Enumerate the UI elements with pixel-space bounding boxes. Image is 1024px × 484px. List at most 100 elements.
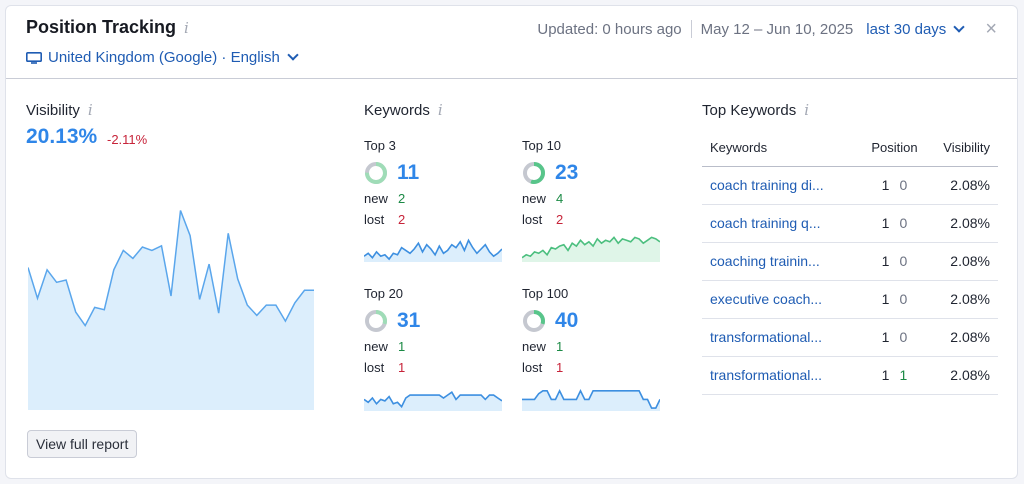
position-change: 0 — [899, 329, 908, 345]
keyword-link[interactable]: coach training q... — [702, 204, 864, 243]
locale-selector[interactable]: United Kingdom (Google) · English — [26, 49, 299, 66]
visibility-value: 20.13% — [26, 125, 98, 148]
kw-group-top10: Top 10 23 new 4 lost 2 — [522, 138, 662, 227]
table-header-row: Keywords Position Visibility — [702, 130, 998, 167]
visibility-area — [28, 210, 314, 410]
sparkline-line — [364, 391, 502, 409]
position-tracking-widget: Position Tracking i United Kingdom (Googl… — [5, 5, 1018, 479]
kw-count[interactable]: 23 — [555, 161, 579, 184]
updated-text: Updated: 0 hours ago — [537, 20, 682, 38]
top-keywords-title: Top Keywords i — [702, 101, 810, 119]
widget-header: Position Tracking i United Kingdom (Googl… — [6, 6, 1017, 79]
new-label: new — [522, 339, 546, 354]
kw-group-top100: Top 100 40 new 1 lost 1 — [522, 286, 662, 375]
position-change: 1 — [899, 367, 908, 383]
chevron-down-icon — [287, 49, 299, 61]
donut-icon — [523, 162, 545, 184]
visibility-cell: 2.08% — [925, 356, 998, 395]
sparkline-line — [522, 236, 660, 259]
sparkline-top100 — [522, 388, 660, 411]
kw-group-label: Top 10 — [522, 138, 562, 153]
visibility-cell: 2.08% — [925, 242, 998, 281]
sparkline-area — [522, 390, 660, 411]
kw-group-label: Top 20 — [364, 286, 404, 301]
position-change: 0 — [899, 253, 908, 269]
keyword-link[interactable]: transformational... — [702, 318, 864, 357]
range-dropdown[interactable]: last 30 days — [866, 20, 965, 38]
new-count[interactable]: 1 — [556, 339, 564, 354]
donut-segment — [523, 310, 545, 332]
kw-count[interactable]: 31 — [397, 309, 421, 332]
header-meta: Updated: 0 hours ago May 12 – Jun 10, 20… — [537, 19, 997, 39]
keyword-link[interactable]: coaching trainin... — [702, 242, 864, 281]
sparkline-top3 — [364, 238, 502, 262]
locale-label: United Kingdom (Google) · English — [48, 49, 280, 66]
position-change: 0 — [899, 215, 908, 231]
donut-icon — [365, 162, 387, 184]
info-icon[interactable]: i — [804, 101, 810, 119]
keywords-title: Keywords i — [364, 101, 443, 119]
visibility-cell: 2.08% — [925, 166, 998, 205]
range-label: last 30 days — [866, 20, 947, 38]
sparkline-area — [364, 392, 502, 411]
col-visibility[interactable]: Visibility — [925, 130, 998, 167]
visibility-area-chart — [28, 210, 314, 410]
col-keywords[interactable]: Keywords — [702, 130, 864, 167]
new-count[interactable]: 2 — [398, 191, 406, 206]
divider — [690, 20, 692, 38]
widget-title: Position Tracking i — [26, 17, 189, 37]
kw-count[interactable]: 40 — [555, 309, 579, 332]
lost-count[interactable]: 1 — [398, 360, 406, 375]
donut-icon — [365, 310, 387, 332]
keyword-link[interactable]: transformational... — [702, 356, 864, 395]
col-position[interactable]: Position — [863, 130, 926, 167]
position-change: 0 — [899, 291, 908, 307]
kw-group-top20: Top 20 31 new 1 lost 1 — [364, 286, 504, 375]
new-count[interactable]: 4 — [556, 191, 564, 206]
sparkline-area — [364, 240, 502, 262]
date-range: May 12 – Jun 10, 2025 — [700, 20, 854, 38]
kw-group-top3: Top 3 11 new 2 lost 2 — [364, 138, 504, 227]
info-icon[interactable]: i — [184, 19, 189, 37]
lost-label: lost — [522, 360, 543, 375]
donut-segment — [365, 162, 387, 184]
new-label: new — [364, 191, 388, 206]
position-change: 0 — [899, 177, 908, 193]
lost-label: lost — [522, 212, 543, 227]
view-full-report-button[interactable]: View full report — [27, 430, 138, 458]
info-icon[interactable]: i — [437, 101, 443, 119]
donut-segment — [365, 310, 387, 332]
visibility-cell: 2.08% — [925, 280, 998, 319]
lost-label: lost — [364, 360, 385, 375]
lost-count[interactable]: 2 — [398, 212, 406, 227]
lost-count[interactable]: 1 — [556, 360, 564, 375]
info-icon[interactable]: i — [87, 101, 93, 119]
kw-count[interactable]: 11 — [397, 161, 420, 184]
visibility-cell: 2.08% — [925, 204, 998, 243]
visibility-title: Visibility i — [26, 101, 93, 119]
keyword-link[interactable]: executive coach... — [702, 280, 864, 319]
visibility-cell: 2.08% — [925, 318, 998, 357]
new-label: new — [364, 339, 388, 354]
lost-count[interactable]: 2 — [556, 212, 564, 227]
keyword-link[interactable]: coach training di... — [702, 166, 864, 205]
donut-icon — [523, 310, 545, 332]
visibility-line — [28, 210, 314, 328]
chevron-down-icon — [953, 20, 965, 33]
new-count[interactable]: 1 — [398, 339, 406, 354]
top-keywords-table: Keywords Position Visibility coach train… — [702, 130, 998, 395]
desktop-icon — [26, 51, 42, 64]
close-icon[interactable]: × — [985, 18, 997, 40]
sparkline-area — [522, 237, 660, 262]
